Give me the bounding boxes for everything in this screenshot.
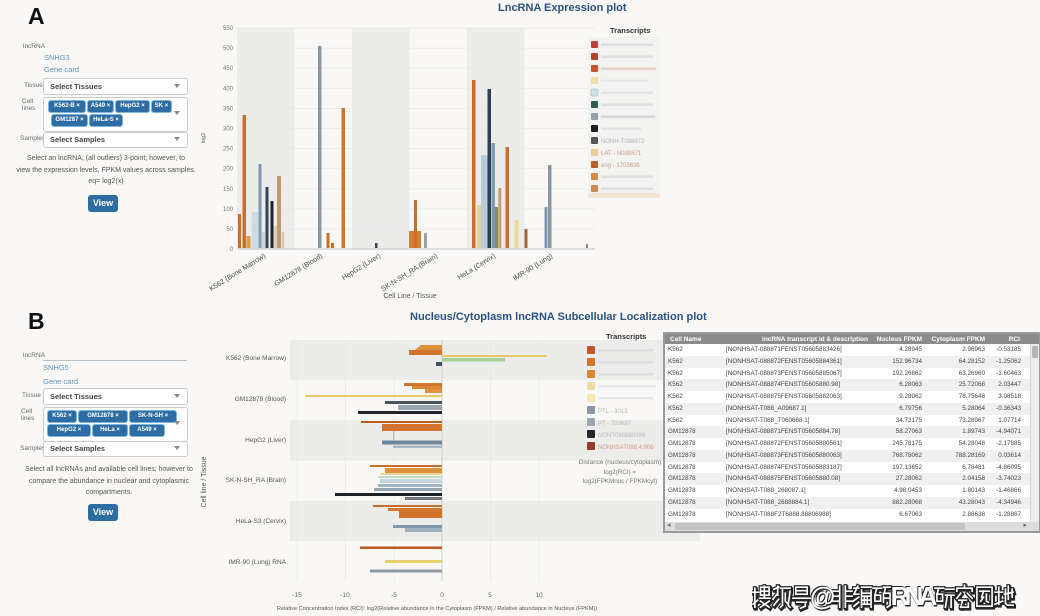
svg-text:550: 550 [223,26,234,32]
svg-text:K562 (Bone Marrow): K562 (Bone Marrow) [226,355,286,362]
svg-text:250: 250 [223,147,234,153]
svg-text:@: @ [810,582,835,611]
svg-text:NONH-T088872: NONH-T088872 [601,139,645,145]
svg-text:LAT - N088871: LAT - N088871 [601,151,642,157]
svg-text:Relative Concentration Index (: Relative Concentration Index (RCI): log2… [277,606,597,612]
svg-text:@: @ [810,582,835,611]
svg-text:500: 500 [223,46,234,52]
svg-text:HepG2 (Liver): HepG2 (Liver) [341,253,382,282]
svg-text:HeLa-S3 (Cervix): HeLa-S3 (Cervix) [236,518,286,525]
svg-text:200: 200 [223,167,234,173]
svg-text:GM12878 (Blood): GM12878 (Blood) [235,396,286,403]
svg-text:Cell line / Tissue: Cell line / Tissue [201,456,208,507]
svg-text:IMR-90 (Lung) RNA: IMR-90 (Lung) RNA [229,559,287,566]
svg-text:@: @ [811,582,836,612]
svg-text:400: 400 [223,86,234,92]
svg-text:HepG2 (Liver): HepG2 (Liver) [245,437,286,444]
svg-text:10: 10 [535,592,543,599]
svg-text:0: 0 [230,247,234,253]
svg-text:5: 5 [488,592,492,599]
svg-text:A: A [920,582,939,612]
svg-text:HeLa (Cervix): HeLa (Cervix) [457,253,497,282]
svg-text:GM12878 (Blood): GM12878 (Blood) [273,253,324,288]
svg-text:450: 450 [223,66,234,72]
svg-text:-15: -15 [292,592,302,599]
svg-text:PTL - 3013: PTL - 3013 [598,409,628,415]
svg-text:eng - 1703636: eng - 1703636 [601,163,640,169]
svg-text:PT - 703697: PT - 703697 [598,421,632,427]
svg-text:R: R [890,582,909,610]
svg-text:R: R [892,582,911,612]
svg-text:IMR-90 (Lung): IMR-90 (Lung) [512,253,554,283]
svg-text:100: 100 [223,207,234,213]
svg-text:A: A [918,582,937,610]
svg-text:R: R [891,582,910,611]
svg-text:-10: -10 [340,592,350,599]
svg-text:150: 150 [223,187,234,193]
svg-text:N: N [905,582,924,611]
svg-text:NONHSAT088.4.906: NONHSAT088.4.906 [598,445,654,451]
svg-text:A: A [919,582,938,611]
svg-text:@: @ [809,582,834,610]
svg-text:SK-N-SH_RA (Brain): SK-N-SH_RA (Brain) [226,477,286,484]
svg-text:300: 300 [223,127,234,133]
svg-text:N: N [906,582,925,612]
svg-text:N: N [905,582,924,611]
svg-text:350: 350 [223,106,234,112]
svg-text:-5: -5 [391,592,397,599]
svg-text:A: A [919,582,938,611]
svg-text:N: N [904,582,923,610]
svg-text:R: R [891,582,910,611]
svg-text:0: 0 [440,592,444,599]
svg-text:50: 50 [226,227,233,233]
svg-text:log2: log2 [201,133,207,143]
svg-text:K562 (Bone Marrow): K562 (Bone Marrow) [209,253,267,293]
svg-text:Cell Line / Tissue: Cell Line / Tissue [383,293,436,300]
svg-text:NONT088880088: NONT088880088 [598,433,646,439]
svg-text:SK-N-SH_RA (Brain): SK-N-SH_RA (Brain) [380,253,439,293]
